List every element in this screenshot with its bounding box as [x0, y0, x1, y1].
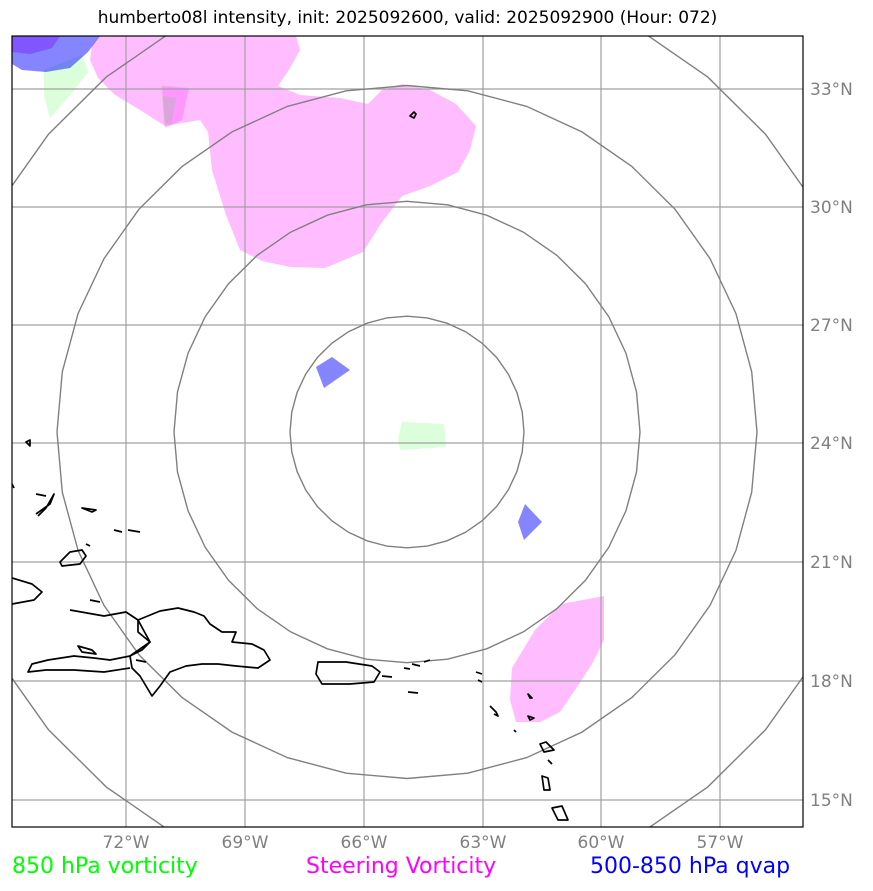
- steering-vorticity-area: [162, 86, 189, 128]
- map-title: humberto08l intensity, init: 2025092600,…: [97, 8, 718, 28]
- lon-tick-label: 60°W: [578, 833, 625, 853]
- steering-vorticity-area: [510, 596, 604, 722]
- qvap-area: [316, 357, 350, 388]
- bermuda-coast: [409, 111, 417, 119]
- vort850-area: [162, 96, 176, 124]
- island-coast: [489, 705, 499, 717]
- island-coast: [475, 671, 483, 683]
- lon-tick-label: 69°W: [222, 833, 269, 853]
- legend-850-vorticity: 850 hPa vorticity: [12, 854, 198, 879]
- cuba-coast: [12, 577, 43, 605]
- lon-tick-label: 63°W: [460, 833, 507, 853]
- range-ring: [56, 84, 758, 780]
- puerto-rico-coast: [315, 661, 381, 685]
- island-coast: [527, 693, 533, 699]
- lon-tick-label: 57°W: [697, 833, 744, 853]
- lat-tick-label: 21°N: [810, 553, 853, 573]
- island-coast: [81, 507, 97, 513]
- coastlines: [12, 111, 569, 821]
- lat-tick-label: 15°N: [810, 791, 853, 811]
- qvap-area: [12, 36, 100, 72]
- vort850-area: [44, 55, 88, 118]
- island-coast: [381, 659, 431, 678]
- island-coast: [539, 741, 555, 753]
- plot-frame: [11, 35, 804, 828]
- haiti-coast: [27, 609, 151, 673]
- range-ring: [289, 315, 525, 549]
- lat-tick-label: 27°N: [810, 316, 853, 336]
- island-coast: [35, 493, 47, 497]
- lon-tick-label: 66°W: [341, 833, 388, 853]
- legend-qvap: 500-850 hPa qvap: [590, 854, 791, 879]
- qvap-layer: [12, 36, 542, 540]
- steering-vorticity-layer: [90, 36, 604, 722]
- qvap-area: [518, 504, 542, 540]
- island-coast: [135, 659, 147, 663]
- island-coast: [547, 759, 553, 765]
- island-coast: [551, 805, 569, 821]
- lat-tick-label: 30°N: [810, 198, 853, 218]
- island-coast: [85, 543, 91, 547]
- island-coast: [407, 691, 419, 694]
- range-ring: [173, 200, 641, 664]
- steering-vorticity-area: [90, 36, 476, 268]
- lat-tick-label: 24°N: [810, 434, 853, 454]
- lat-tick-label: 18°N: [810, 672, 853, 692]
- island-coast: [527, 715, 535, 721]
- island-coast: [59, 549, 87, 567]
- island-coast: [541, 775, 551, 791]
- island-coast: [77, 645, 97, 655]
- island-coast: [35, 493, 55, 517]
- lon-tick-label: 72°W: [103, 833, 150, 853]
- vort850-area: [398, 422, 446, 450]
- island-coast: [25, 439, 31, 447]
- hispaniola-coast: [129, 607, 271, 697]
- legend-steering-vorticity: Steering Vorticity: [306, 854, 497, 879]
- lon-axis: 72°W 69°W 66°W 63°W 60°W 57°W: [103, 833, 744, 853]
- island-coast: [113, 529, 141, 533]
- island-coast: [513, 729, 517, 733]
- lat-axis: 33°N 30°N 27°N 24°N 21°N 18°N 15°N: [810, 80, 853, 811]
- island-coast: [89, 599, 101, 603]
- lat-tick-label: 33°N: [810, 80, 853, 100]
- qvap-area: [12, 36, 60, 54]
